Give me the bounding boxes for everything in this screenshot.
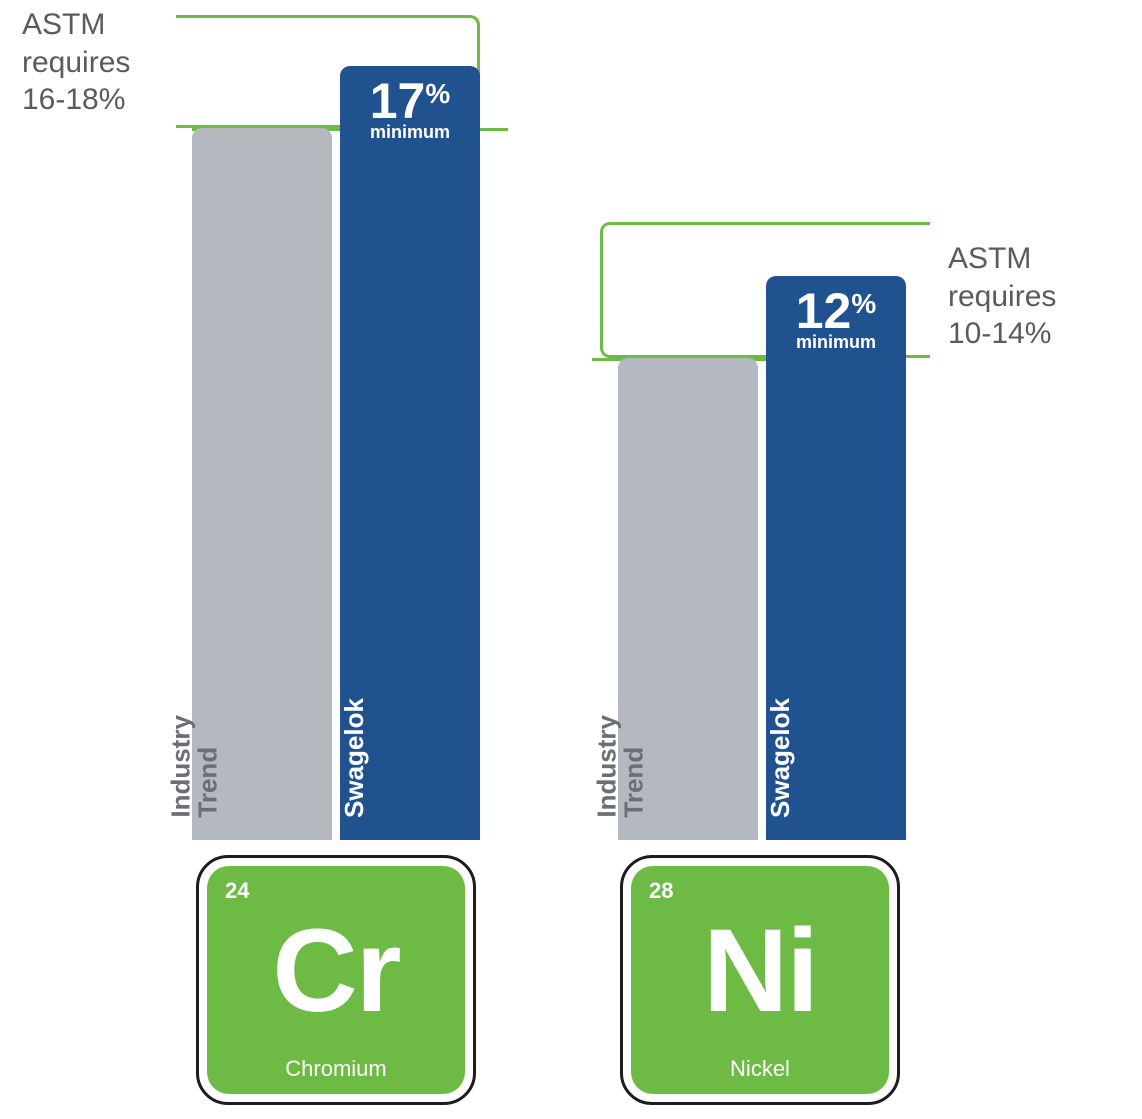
cr-pct-value: 17 (370, 76, 426, 126)
ni-pct-value: 12 (796, 286, 852, 336)
ni-astm-label: ASTM requires 10-14% (948, 240, 1056, 353)
ni-swagelok-toplabel: 12% minimum (766, 286, 906, 353)
cr-industry-label: Industry Trend (167, 715, 222, 818)
cr-swagelok-toplabel: 17% minimum (340, 76, 480, 143)
cr-element-symbol: Cr (272, 903, 399, 1039)
ni-element-tile: 28 Ni Nickel (620, 855, 900, 1105)
ni-element-symbol: Ni (703, 903, 817, 1039)
ni-minimum-label: minimum (766, 332, 906, 353)
ni-element-tile-inner: 28 Ni Nickel (631, 866, 889, 1094)
ni-pct-symbol: % (851, 288, 876, 319)
chart-stage: ASTM requires 16-18% Industry Trend 17% … (0, 0, 1142, 1119)
cr-element-tile-inner: 24 Cr Chromium (207, 866, 465, 1094)
cr-element-tile: 24 Cr Chromium (196, 855, 476, 1105)
cr-swagelok-label: Swagelok (339, 698, 370, 818)
ni-swagelok-bar: 12% minimum Swagelok (766, 276, 906, 840)
ni-industry-label: Industry Trend (593, 715, 648, 818)
cr-element-name: Chromium (207, 1056, 465, 1082)
ni-industry-bar: Industry Trend (618, 358, 758, 840)
cr-pct-symbol: % (425, 78, 450, 109)
ni-astm-line1: ASTM (948, 240, 1056, 278)
ni-element-name: Nickel (631, 1056, 889, 1082)
cr-swagelok-bar: 17% minimum Swagelok (340, 66, 480, 840)
ni-astm-line3: 10-14% (948, 315, 1056, 353)
cr-astm-line2: requires (22, 44, 130, 82)
cr-astm-line3: 16-18% (22, 81, 130, 119)
cr-industry-bar: Industry Trend (192, 128, 332, 840)
ni-swagelok-label: Swagelok (765, 698, 796, 818)
cr-astm-line1: ASTM (22, 6, 130, 44)
cr-minimum-label: minimum (340, 122, 480, 143)
ni-atomic-number: 28 (649, 878, 673, 904)
ni-astm-line2: requires (948, 278, 1056, 316)
cr-astm-label: ASTM requires 16-18% (22, 6, 130, 119)
cr-atomic-number: 24 (225, 878, 249, 904)
